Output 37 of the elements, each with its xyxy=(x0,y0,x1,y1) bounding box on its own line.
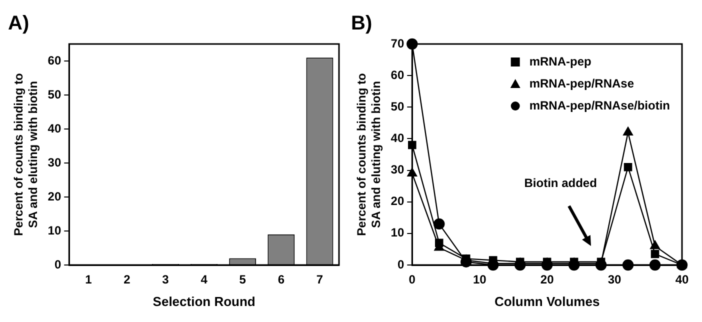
x-tick-label: 30 xyxy=(608,272,622,287)
y-tick-label: 40 xyxy=(390,131,404,146)
x-tick-label: 3 xyxy=(162,272,170,287)
y-tick-label: 40 xyxy=(48,121,62,136)
y-tick-label: 0 xyxy=(54,257,62,272)
y-axis-title: Percent of counts binding to SA and eluting with biotin xyxy=(12,73,40,236)
y-tick-label: 20 xyxy=(390,194,404,208)
x-tick-label: 40 xyxy=(675,272,689,287)
legend-label: mRNA-pep/RNAse/biotin xyxy=(529,98,670,112)
y-tick-label: 20 xyxy=(48,189,62,204)
x-tick-label: 0 xyxy=(408,272,416,287)
x-tick-label: 2 xyxy=(124,272,131,287)
y-tick-label: 70 xyxy=(390,36,404,50)
y-tick-label: 0 xyxy=(397,257,404,272)
y-axis-title: Percent of counts binding to SA and eluting with biotin xyxy=(354,73,383,236)
y-tick-label: 10 xyxy=(48,223,62,238)
y-tick-label: 10 xyxy=(390,226,404,240)
x-tick-label: 7 xyxy=(316,272,324,287)
x-tick-label: 5 xyxy=(239,272,246,287)
x-tick-label: 4 xyxy=(200,272,208,287)
legend-label: mRNA-pep xyxy=(529,54,592,68)
legend-label: mRNA-pep/RNAse xyxy=(529,76,634,90)
x-axis-title: Selection Round xyxy=(152,294,256,309)
y-tick-label: 60 xyxy=(48,53,62,68)
y-tick-label: 30 xyxy=(48,155,62,170)
chart-title: A) xyxy=(8,12,30,35)
x-tick-label: 20 xyxy=(540,272,554,287)
y-tick-label: 50 xyxy=(48,87,62,102)
annotation: Biotin added xyxy=(524,176,597,190)
chart-title: B) xyxy=(351,12,372,35)
x-tick-label: 6 xyxy=(278,272,285,287)
y-tick-label: 50 xyxy=(390,99,404,114)
y-tick-label: 60 xyxy=(390,68,404,82)
y-tick-label: 30 xyxy=(390,162,404,177)
x-axis-title: Column Volumes xyxy=(494,294,600,309)
x-tick-label: 10 xyxy=(472,272,487,287)
x-tick-label: 1 xyxy=(85,272,92,287)
